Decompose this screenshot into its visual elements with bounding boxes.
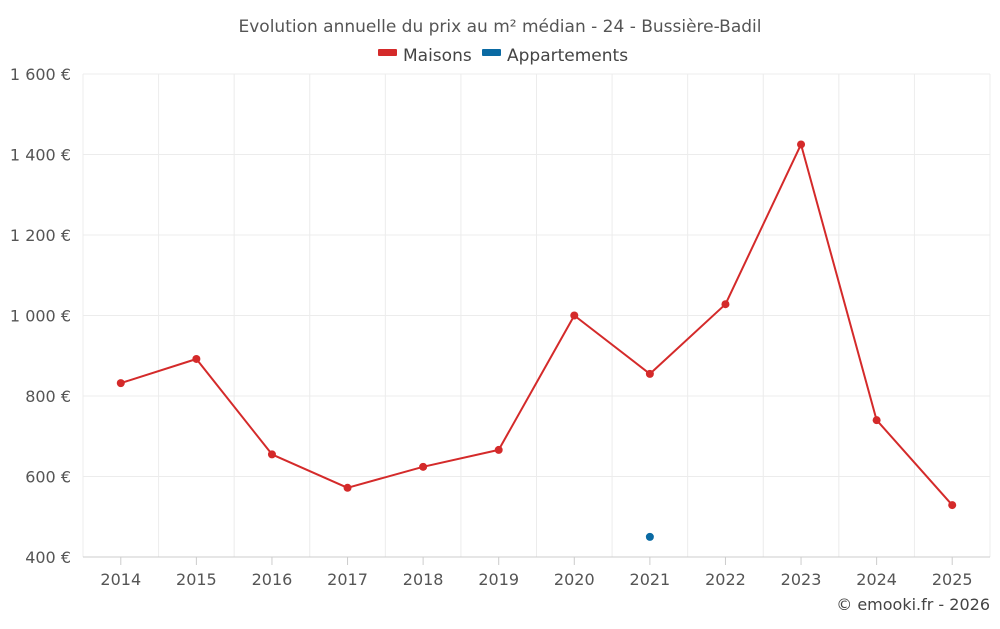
grid	[82, 73, 991, 558]
x-tick-label: 2017	[327, 570, 368, 589]
legend-label-maisons: Maisons	[403, 46, 472, 66]
data-point-maisons	[948, 501, 957, 510]
data-point-maisons	[797, 140, 806, 149]
data-point-maisons	[494, 445, 503, 454]
data-point-maisons	[192, 354, 201, 363]
series-layer	[116, 140, 957, 541]
data-point-maisons	[721, 300, 730, 309]
y-tick-label: 1 400 €	[10, 146, 71, 165]
x-tick-label: 2016	[252, 570, 293, 589]
x-tick-label: 2020	[554, 570, 595, 589]
axes: 400 € 600 € 800 € 1 000 € 1 200 € 1 400 € 1 60…	[10, 65, 990, 589]
x-tick-label: 2021	[630, 570, 671, 589]
y-tick-label: 1 000 €	[10, 307, 71, 326]
data-point-maisons	[570, 311, 579, 320]
y-tick-label: 600 €	[25, 468, 71, 487]
legend-label-appartements: Appartements	[507, 46, 628, 66]
x-tick-label: 2014	[100, 570, 141, 589]
data-point-maisons	[116, 379, 125, 388]
series-line-maisons	[120, 143, 953, 506]
data-point-maisons	[343, 483, 352, 492]
y-tick-label: 1 600 €	[10, 65, 71, 84]
x-tick-label: 2018	[403, 570, 444, 589]
data-point-maisons	[267, 450, 276, 459]
chart-title: Evolution annuelle du prix au m² médian …	[239, 17, 762, 37]
y-tick-label: 400 €	[25, 548, 71, 567]
data-point-maisons	[872, 416, 881, 425]
y-tick-label: 1 200 €	[10, 226, 71, 245]
x-tick-label: 2019	[478, 570, 519, 589]
legend-swatch-maisons	[378, 49, 397, 56]
x-tick-label: 2024	[856, 570, 897, 589]
data-point-maisons	[645, 369, 654, 378]
x-tick-label: 2025	[932, 570, 973, 589]
x-tick-label: 2015	[176, 570, 217, 589]
legend-swatch-appartements	[482, 49, 501, 56]
x-tick-label: 2022	[705, 570, 746, 589]
legend: Maisons Appartements	[378, 46, 628, 66]
credit-text: © emooki.fr - 2026	[836, 595, 990, 614]
y-tick-label: 800 €	[25, 387, 71, 406]
data-point-maisons	[419, 462, 428, 471]
x-tick-label: 2023	[781, 570, 822, 589]
data-point-appartements	[645, 532, 654, 541]
